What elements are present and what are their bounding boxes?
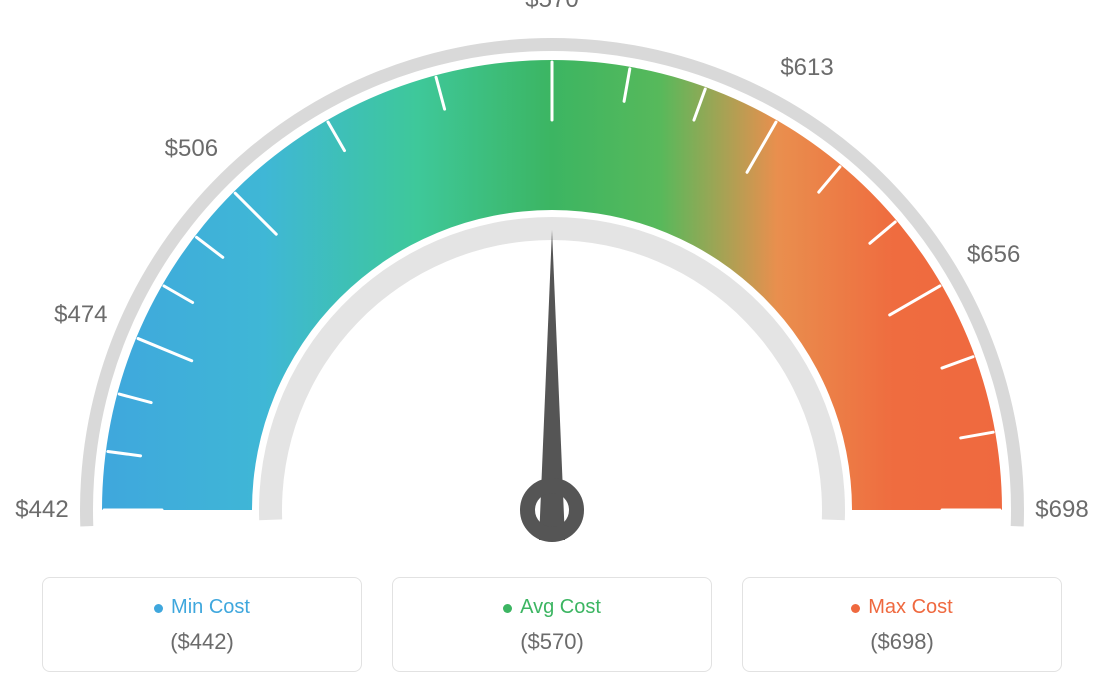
gauge-svg <box>0 0 1104 560</box>
legend-title: Avg Cost <box>503 596 601 619</box>
legend-title: Max Cost <box>851 596 952 619</box>
legend-title: Min Cost <box>154 596 250 619</box>
legend-dot-icon <box>503 604 512 613</box>
gauge-tick-label: $474 <box>54 301 107 329</box>
max-cost-card: Max Cost ($698) <box>742 577 1062 672</box>
min-cost-card: Min Cost ($442) <box>42 577 362 672</box>
gauge-tick-label: $698 <box>1035 496 1088 524</box>
gauge-tick-label: $656 <box>967 241 1020 269</box>
legend-title-text: Avg Cost <box>520 596 601 619</box>
avg-cost-card: Avg Cost ($570) <box>392 577 712 672</box>
gauge-tick-label: $442 <box>15 496 68 524</box>
legend-value: ($698) <box>753 629 1051 655</box>
legend-dot-icon <box>154 604 163 613</box>
legend-title-text: Min Cost <box>171 596 250 619</box>
legend-value: ($570) <box>403 629 701 655</box>
legend-dot-icon <box>851 604 860 613</box>
legend-value: ($442) <box>53 629 351 655</box>
cost-gauge-chart: $442 $474 $506 $570 $613 $656 $698 <box>0 0 1104 560</box>
gauge-tick-label: $613 <box>780 54 833 82</box>
legend-title-text: Max Cost <box>868 596 952 619</box>
gauge-tick-label: $570 <box>525 0 578 14</box>
gauge-tick-label: $506 <box>165 135 218 163</box>
legend-row: Min Cost ($442) Avg Cost ($570) Max Cost ($69… <box>0 577 1104 672</box>
